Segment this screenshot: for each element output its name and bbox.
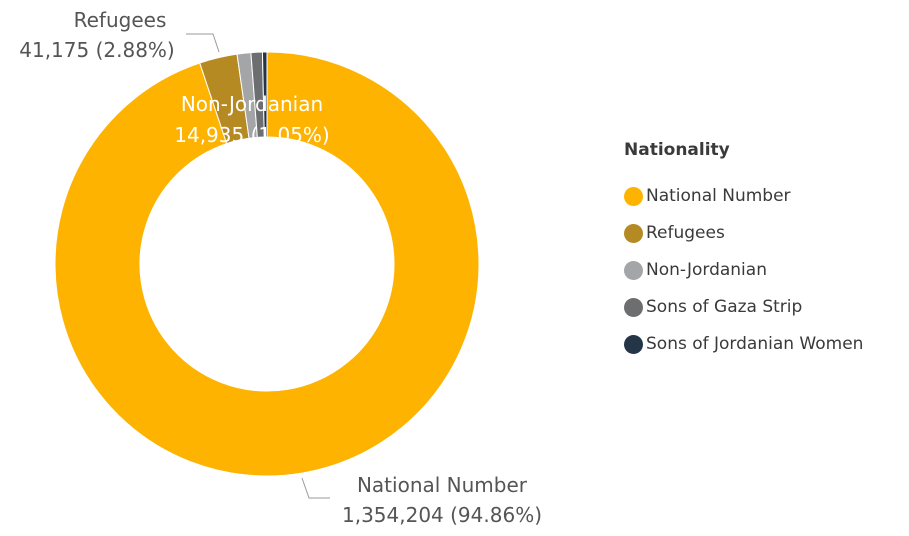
- data-label-non-jordanian-value: 14,935 (1.05%): [174, 123, 329, 147]
- legend-item-sons-of-gaza-strip[interactable]: Sons of Gaza Strip: [624, 283, 909, 331]
- legend-item-refugees[interactable]: Refugees: [624, 209, 909, 257]
- leader-lines: [186, 33, 330, 499]
- legend-item-sons-of-jordanian-women[interactable]: Sons of Jordanian Women: [624, 320, 909, 368]
- leader-line-refugees: [186, 33, 220, 53]
- data-label-refugees-value: 41,175 (2.88%): [19, 38, 174, 62]
- legend-swatch-icon: [624, 186, 643, 206]
- legend-label: Refugees: [646, 223, 725, 243]
- legend-label: Non-Jordanian: [646, 260, 767, 280]
- data-label-national-number-value: 1,354,204 (94.86%): [342, 503, 542, 527]
- leader-line-national-number: [301, 477, 330, 499]
- legend-label: National Number: [646, 186, 791, 206]
- legend-item-non-jordanian[interactable]: Non-Jordanian: [624, 246, 909, 294]
- data-label-refugees-name: Refugees: [74, 8, 167, 32]
- legend-title: Nationality: [624, 140, 730, 160]
- data-label-national-number-name: National Number: [357, 473, 528, 497]
- legend: Nationality National Number Refugees Non-J…: [624, 140, 909, 368]
- legend-swatch-icon: [624, 334, 643, 354]
- slice-national-number[interactable]: [54, 51, 480, 477]
- data-label-non-jordanian-name: Non-Jordanian: [181, 92, 323, 116]
- legend-label: Sons of Jordanian Women: [646, 334, 864, 354]
- donut-slices: [54, 51, 480, 477]
- legend-swatch-icon: [624, 297, 643, 317]
- legend-item-national-number[interactable]: National Number: [624, 172, 909, 220]
- legend-swatch-icon: [624, 223, 643, 243]
- slice-sons-of-jordanian-women[interactable]: [261, 51, 268, 138]
- legend-items: National Number Refugees Non-Jordanian Sons…: [624, 172, 909, 368]
- legend-swatch-icon: [624, 260, 643, 280]
- legend-label: Sons of Gaza Strip: [646, 297, 803, 317]
